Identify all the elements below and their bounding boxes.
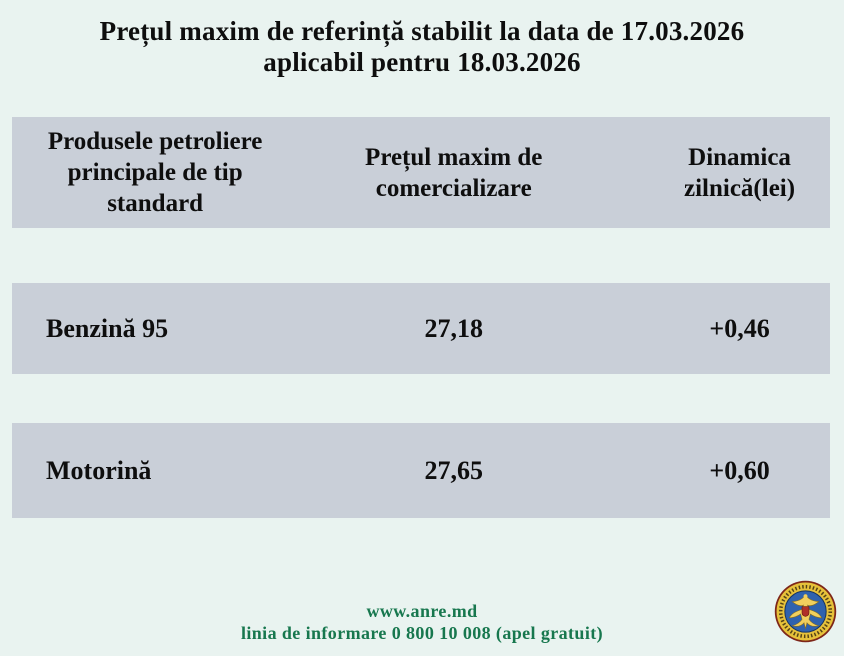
max-price-value: 27,18 [424,313,483,343]
heraldic-shield [801,606,810,617]
table-row-benzina-95: Benzină 95 27,18 +0,46 [12,283,830,374]
eagle-head [803,594,808,599]
title-line-2: aplicabil pentru 18.03.2026 [263,47,581,77]
footer-website: www.anre.md [366,601,478,621]
footer: www.anre.md linia de informare 0 800 10 … [0,600,844,644]
anre-seal-logo [774,580,837,643]
header-label-products: Produsele petroliere principale de tip s… [47,128,263,217]
max-price-cell: 27,18 [298,314,609,344]
header-label-max-price: Prețul maxim de comercializare [365,143,543,202]
daily-change-value: +0,60 [709,455,770,485]
daily-change-cell: +0,60 [609,456,830,486]
header-label-daily-dynamics: Dinamica zilnică(lei) [684,143,796,202]
page-title: Prețul maxim de referință stabilit la da… [0,16,844,78]
daily-change-cell: +0,46 [609,314,830,344]
footer-info-line: linia de informare 0 800 10 008 (apel gr… [240,623,604,643]
table-header-row: Produsele petroliere principale de tip s… [12,117,830,228]
header-cell-daily-dynamics: Dinamica zilnică(lei) [609,142,830,204]
table-row-motorina: Motorină 27,65 +0,60 [12,423,830,518]
daily-change-value: +0,46 [709,313,770,343]
product-name-cell: Motorină [12,456,298,486]
max-price-value: 27,65 [424,455,483,485]
state-seal-icon [774,580,837,643]
title-line-1: Prețul maxim de referință stabilit la da… [99,16,745,46]
seal-ring-lettering [778,584,833,639]
header-cell-products: Produsele petroliere principale de tip s… [12,126,298,219]
max-price-cell: 27,65 [298,456,609,486]
product-name: Benzină 95 [46,313,169,343]
product-name-cell: Benzină 95 [12,314,298,344]
product-name: Motorină [46,455,152,485]
header-cell-max-price: Prețul maxim de comercializare [298,142,609,204]
